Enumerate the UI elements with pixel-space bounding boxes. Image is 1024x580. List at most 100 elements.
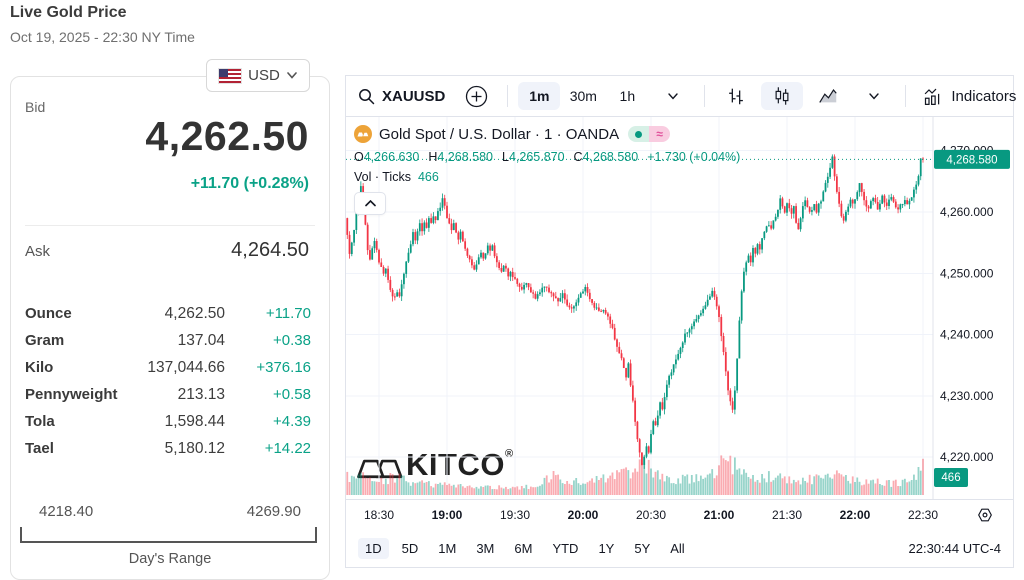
- unit-change: +14.22: [264, 440, 311, 457]
- range-button-YTD[interactable]: YTD: [552, 541, 579, 556]
- range-high: 4269.90: [246, 503, 301, 520]
- price-chart[interactable]: 4,220.000 4,230.000 4,240.000 4,250.000 4,26…: [346, 117, 1013, 499]
- kitco-logo: KITCO ®: [354, 447, 513, 482]
- unit-value: 213.13: [177, 386, 225, 403]
- svg-text:466: 466: [941, 472, 960, 484]
- range-button-1M[interactable]: 1M: [438, 541, 457, 556]
- unit-label: Tael: [25, 440, 54, 457]
- kitco-wordmark: KITCO: [406, 447, 505, 482]
- area-style-button[interactable]: [807, 82, 849, 110]
- chevron-down-icon: [287, 72, 297, 79]
- currency-label: USD: [248, 67, 280, 84]
- symbol-search-button[interactable]: XAUUSD: [358, 88, 451, 105]
- search-icon: [359, 88, 375, 104]
- bid-label: Bid: [25, 99, 46, 115]
- interval-dropdown-button[interactable]: [652, 82, 694, 110]
- unit-change: +4.39: [273, 413, 311, 430]
- ohlc-readout: O4,266.630 H4,268.580 L4,265.870 C4,268.…: [354, 150, 741, 164]
- quote-panel: Bid 4,262.50 +11.70 (+0.28%) Ask 4,264.5…: [10, 76, 330, 580]
- svg-text:4,230.000: 4,230.000: [940, 389, 994, 403]
- interval-button-1h[interactable]: 1h: [619, 88, 636, 104]
- svg-text:4,250.000: 4,250.000: [940, 266, 994, 280]
- range-low: 4218.40: [39, 503, 94, 520]
- range-button-6M[interactable]: 6M: [514, 541, 533, 556]
- time-axis[interactable]: 18:30 19:00 19:30 20:00 20:30 21:00 21:30 22:00…: [346, 499, 1013, 530]
- divider: [25, 225, 315, 226]
- days-range-label: Day's Range: [128, 551, 212, 567]
- symbol-title[interactable]: Gold Spot / U.S. Dollar · 1 · OANDA: [379, 125, 620, 143]
- chart-pane: KITCO ® 4,220.000 4,230.000 4,240.000 4,250…: [346, 117, 1013, 499]
- currency-selector[interactable]: USD: [206, 59, 310, 92]
- ask-row: Ask 4,264.50: [25, 239, 309, 262]
- unit-change: +0.38: [273, 332, 311, 349]
- volume-label: Vol · Ticks: [354, 170, 411, 184]
- unit-change: +376.16: [256, 359, 311, 376]
- ask-value: 4,264.50: [231, 239, 309, 261]
- page-date: Oct 19, 2025 - 22:30 NY Time: [10, 29, 195, 45]
- delayed-data-icon: ≈: [649, 126, 671, 142]
- open-value: 4,266.630: [363, 150, 420, 164]
- time-tick-20:30: 20:30: [635, 508, 667, 522]
- style-dropdown-button[interactable]: [853, 82, 895, 110]
- chart-toolbar: XAUUSD 1m 30m 1h Indicators: [346, 76, 1016, 117]
- price-axis-labels: 4,220.000 4,230.000 4,240.000 4,250.000 4,26…: [940, 144, 994, 465]
- timezone-settings-button[interactable]: [975, 505, 995, 525]
- time-tick-18:30: 18:30: [363, 508, 395, 522]
- bars-style-button[interactable]: [715, 82, 757, 110]
- candles-style-button[interactable]: [761, 82, 804, 110]
- gold-spot-symbol-icon: [354, 125, 372, 143]
- unit-row: Tael 5,180.12 +14.22: [25, 440, 311, 467]
- unit-label: Tola: [25, 413, 55, 430]
- unit-value: 1,598.44: [164, 413, 225, 430]
- chart-widget: XAUUSD 1m 30m 1h Indicators: [345, 75, 1016, 568]
- range-button-5D[interactable]: 5D: [401, 541, 419, 556]
- bar-change-value: +1.730 (+0.04%): [647, 150, 741, 164]
- indicators-button[interactable]: Indicators: [916, 86, 1022, 107]
- unit-row: Tola 1,598.44 +4.39: [25, 413, 311, 440]
- bars-chart-icon: [729, 88, 744, 105]
- range-bracket: [20, 527, 317, 543]
- chart-clock[interactable]: 22:30:44 UTC-4: [908, 541, 1002, 556]
- unit-value: 5,180.12: [164, 440, 225, 457]
- range-button-5Y[interactable]: 5Y: [634, 541, 651, 556]
- bid-price: 4,262.50: [145, 113, 309, 159]
- plus-circle-icon: [465, 85, 487, 107]
- unit-value: 137,044.66: [147, 359, 225, 376]
- interval-button-30m[interactable]: 30m: [569, 88, 597, 104]
- market-open-dot-icon: [628, 126, 650, 142]
- time-tick-19:00: 19:00: [431, 508, 463, 522]
- page-title: Live Gold Price: [10, 4, 127, 21]
- time-tick-21:00: 21:00: [703, 508, 735, 522]
- time-tick-19:30: 19:30: [499, 508, 531, 522]
- chevron-down-icon: [668, 92, 679, 100]
- time-tick-22:30: 22:30: [907, 508, 939, 522]
- volume-value: 466: [417, 170, 439, 184]
- indicators-label: Indicators: [951, 87, 1017, 105]
- close-value: 4,268.580: [582, 150, 639, 164]
- unit-row: Pennyweight 213.13 +0.58: [25, 386, 311, 413]
- high-value: 4,268.580: [437, 150, 493, 164]
- market-status-pills[interactable]: ≈: [628, 126, 671, 142]
- compare-add-button[interactable]: [455, 82, 497, 110]
- range-group: 1D 5D 1M 3M 6M YTD 1Y 5Y All: [358, 538, 692, 559]
- kitco-gold-bars-icon: [357, 459, 403, 479]
- svg-text:4,220.000: 4,220.000: [940, 450, 994, 464]
- unit-row: Ounce 4,262.50 +11.70: [25, 305, 311, 332]
- time-tick-22:00: 22:00: [839, 508, 871, 522]
- us-flag-icon: [219, 68, 242, 83]
- svg-text:4,240.000: 4,240.000: [940, 328, 994, 342]
- range-button-All[interactable]: All: [670, 541, 685, 556]
- range-button-1D[interactable]: 1D: [358, 538, 389, 559]
- interval-group: 1m 30m 1h: [518, 82, 648, 110]
- area-chart-icon: [819, 89, 838, 103]
- range-button-3M[interactable]: 3M: [476, 541, 495, 556]
- interval-button-1m[interactable]: 1m: [518, 82, 561, 110]
- unit-label: Kilo: [25, 359, 54, 376]
- range-button-1Y[interactable]: 1Y: [598, 541, 615, 556]
- legend-collapse-button[interactable]: [354, 192, 386, 215]
- candlestick-chart-icon: [775, 87, 789, 105]
- time-tick-21:30: 21:30: [771, 508, 803, 522]
- svg-text:4,268.580: 4,268.580: [946, 154, 997, 166]
- svg-text:4,260.000: 4,260.000: [940, 205, 994, 219]
- last-price-badge: 4,268.580: [934, 149, 1010, 169]
